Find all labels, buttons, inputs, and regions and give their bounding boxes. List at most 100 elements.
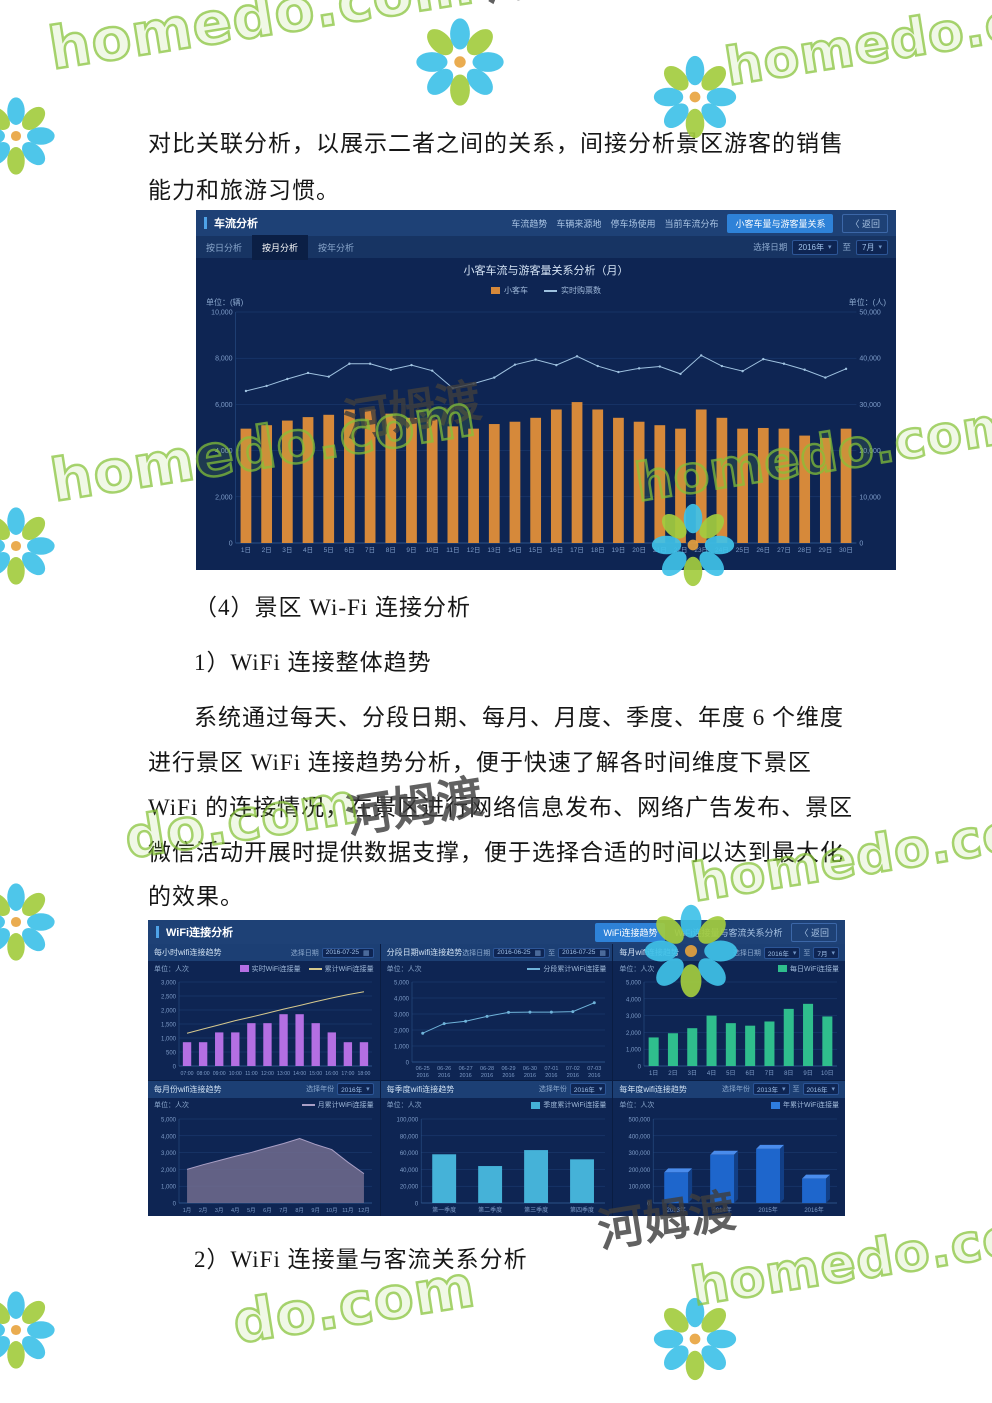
svg-text:3日: 3日 [282, 546, 292, 554]
wifi-chart-canvas-5: 100,000 80,000 60,000 40,000 20,000 0 第一季度 第二季度… [396, 1117, 605, 1214]
back-button[interactable]: 〈 返回 [842, 213, 888, 233]
panel-date-controls: 选择年份 2013年 ▾ 至 2016年 ▾ [722, 1083, 839, 1095]
wifi-panel-1: 每小时wifi连接趋势 选择日期 2016-07-25 ▦ 单位：人次 实时WiFi连接量… [148, 944, 380, 1080]
svg-text:6,000: 6,000 [215, 402, 233, 409]
svg-text:18:00: 18:00 [357, 1071, 370, 1077]
legend-item[interactable]: 季度累计WiFi连接量 [531, 1100, 606, 1110]
date-label: 至 [792, 1086, 800, 1093]
date-select[interactable]: 2016-06-25 ▦ [493, 947, 546, 958]
nav-item[interactable]: 车辆来源地 [556, 218, 602, 229]
legend-item[interactable]: 实时WiFi连接量 [239, 964, 301, 974]
legend-line-swatch [301, 1104, 315, 1106]
date-label: 选择年份 [306, 1086, 335, 1093]
svg-text:10,000: 10,000 [211, 310, 233, 317]
svg-text:第四季度: 第四季度 [570, 1206, 594, 1214]
svg-text:0: 0 [415, 1201, 419, 1207]
date-select[interactable]: 2016年 ▾ [802, 1083, 839, 1095]
doc-subheading-2: 2）WiFi 连接量与客流关系分析 [194, 1247, 528, 1272]
date-select[interactable]: 2013年 ▾ [753, 1083, 790, 1095]
axis-unit: 单位：人次 [619, 1102, 655, 1109]
date-select[interactable]: 2016年 ▾ [792, 239, 838, 255]
legend-item[interactable]: 分段累计WiFi连接量 [527, 964, 606, 974]
svg-text:9日: 9日 [406, 546, 416, 554]
doc-line: 能力和旅游习惯。 [148, 178, 340, 203]
svg-text:13:00: 13:00 [277, 1071, 290, 1077]
legend-item[interactable]: 年累计WiFi连接量 [771, 1100, 839, 1110]
svg-text:4,000: 4,000 [626, 997, 642, 1003]
svg-text:07:00: 07:00 [181, 1071, 194, 1077]
svg-text:30,000: 30,000 [859, 402, 881, 409]
panel-date-controls: 选择年份 2016年 ▾ [306, 1083, 374, 1095]
wifi-analysis-dashboard: WiFi连接分析 WiFi连接趋势 WiFi连接量与客流关系分析〈 返回 每小时w… [148, 920, 845, 1216]
svg-text:10日: 10日 [821, 1070, 834, 1077]
date-label: 至 [548, 949, 556, 957]
svg-text:1,000: 1,000 [161, 1184, 177, 1190]
date-label: 至 [842, 242, 852, 252]
nav-item[interactable]: 小客车量与游客量关系 [727, 213, 834, 233]
svg-text:2015年: 2015年 [759, 1206, 778, 1214]
svg-text:40,000: 40,000 [859, 356, 881, 363]
tab-1[interactable]: 按月分析 [252, 234, 309, 260]
nav-item[interactable]: 当前车流分布 [664, 218, 719, 229]
doc-subheading-1: 1）WiFi 连接整体趋势 [194, 650, 432, 675]
svg-text:28日: 28日 [798, 546, 812, 554]
date-select[interactable]: 2016-07-25 ▦ [558, 947, 610, 958]
date-select[interactable]: 2016-07-25 ▦ [321, 947, 374, 958]
svg-text:20,000: 20,000 [859, 448, 881, 455]
svg-text:20,000: 20,000 [399, 1184, 418, 1190]
wifi-chart-canvas-4: 5,000 4,000 3,000 2,000 1,000 0 1月 2月 3月 4月 5月 6月 7月… [161, 1117, 372, 1214]
axis-unit: 单位：人次 [154, 1102, 189, 1109]
right-axis-unit: 单位：(人) [848, 298, 886, 307]
svg-text:1,000: 1,000 [626, 1048, 642, 1054]
svg-text:80,000: 80,000 [399, 1134, 418, 1140]
panel-date-controls: 选择日期 2016年 ▾ 至 7月 ▾ [733, 946, 839, 959]
doc-line: WiFi 的连接情况，在景区进行网络信息发布、网络广告发布、景区 [148, 795, 854, 820]
panel-title-bar: 分段日期wifi连接趋势 选择日期 2016-06-25 ▦ 至 2016-07-25 ▦ [380, 944, 613, 961]
svg-text:16日: 16日 [549, 546, 563, 554]
legend-label: 实时购票数 [561, 286, 601, 295]
panel-title: 每小时wifi连接趋势 [154, 948, 222, 957]
doc-line: 系统通过每天、分段日期、每月、月度、季度、年度 6 个维度 [194, 705, 844, 730]
back-button[interactable]: 〈 返回 [791, 922, 837, 942]
tab-0[interactable]: 按日分析 [206, 242, 243, 253]
watermark-brand-cjk: 河姆渡 [479, 0, 642, 13]
nav-item[interactable]: 车流趋势 [511, 218, 548, 229]
wifi-panel-4: 每月份wifi连接趋势 选择年份 2016年 ▾ 单位：人次 月累计WiFi连接量 5,00… [148, 1080, 380, 1216]
wifi-panel-3: 每月wifi连接趋势 选择日期 2016年 ▾ 至 7月 ▾ 单位：人次 每日WiFi连接量 5,… [613, 944, 845, 1080]
nav-item[interactable]: WiFi连接量与客流关系分析 [674, 927, 783, 938]
svg-text:2014年: 2014年 [713, 1206, 732, 1214]
dashboard-title: WiFi连接分析 [166, 927, 234, 939]
svg-text:1,000: 1,000 [394, 1045, 410, 1051]
date-select[interactable]: 7月 ▾ [813, 946, 839, 959]
legend-square-swatch [239, 965, 249, 972]
tab-2[interactable]: 按年分析 [318, 242, 355, 253]
chevron-down-icon: ▾ [366, 1086, 370, 1093]
legend-item[interactable]: 实时购票数 [544, 285, 601, 296]
homedo-flower-icon [0, 500, 62, 592]
legend-item[interactable]: 月累计WiFi连接量 [301, 1100, 374, 1110]
nav-item[interactable]: WiFi连接趋势 [595, 922, 666, 942]
date-select[interactable]: 7月 ▾ [856, 239, 888, 255]
watermark-text: homedo.com [720, 0, 992, 99]
svg-text:4日: 4日 [707, 1070, 716, 1077]
legend-item[interactable]: 小客车 [491, 285, 528, 296]
date-select[interactable]: 2016年 ▾ [569, 1083, 607, 1095]
svg-text:2日: 2日 [669, 1070, 678, 1077]
legend-item[interactable]: 每日WiFi连接量 [778, 964, 839, 974]
svg-text:2,000: 2,000 [394, 1029, 410, 1035]
date-select[interactable]: 2016年 ▾ [763, 946, 801, 959]
panel-legend-row: 单位：人次 月累计WiFi连接量 [148, 1098, 380, 1113]
svg-text:25日: 25日 [736, 546, 750, 554]
date-select[interactable]: 2016年 ▾ [337, 1083, 374, 1095]
legend-item[interactable]: 累计WiFi连接量 [308, 964, 374, 974]
left-axis-unit: 单位：(辆) [206, 298, 244, 307]
svg-text:30日: 30日 [839, 546, 853, 554]
svg-text:20日: 20日 [632, 546, 646, 554]
nav-item[interactable]: 停车场使用 [610, 218, 656, 229]
svg-text:4日: 4日 [303, 546, 313, 554]
chart-legend: 每日WiFi连接量 [778, 964, 839, 974]
panel-legend-row: 单位：人次 季度累计WiFi连接量 [381, 1098, 613, 1113]
